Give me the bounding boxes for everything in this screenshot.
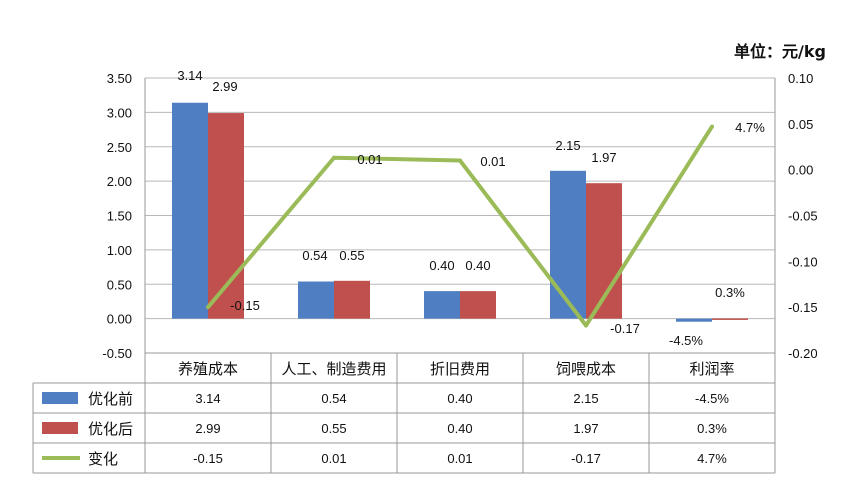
category-label: 饲喂成本 — [556, 360, 616, 378]
bar-data-label: 1.97 — [591, 150, 616, 165]
bar-data-label: 0.3% — [715, 285, 745, 300]
line-point — [206, 305, 210, 310]
legend-label: 优化前 — [88, 390, 133, 408]
gridlines — [145, 77, 775, 320]
bar — [460, 291, 496, 319]
bars — [172, 102, 748, 322]
left-tick-label: 1.00 — [107, 243, 132, 258]
line-data-label: 0.01 — [357, 152, 382, 167]
left-axis-ticks: -0.50 0.00 0.50 1.00 1.50 2.00 2.50 3.00 3.50 — [102, 71, 132, 361]
unit-label: 单位：元/kg — [734, 42, 826, 61]
line-data-label: -0.17 — [610, 321, 640, 336]
line-point — [458, 158, 462, 163]
category-label: 利润率 — [689, 360, 734, 378]
bar — [712, 318, 748, 320]
line-point — [584, 323, 588, 328]
table-cell: 0.55 — [321, 421, 346, 436]
right-tick-label: 0.05 — [788, 117, 813, 132]
line-data-label: -0.15 — [230, 298, 260, 313]
table-cell: 0.54 — [321, 391, 346, 406]
table-cell: 0.40 — [447, 391, 472, 406]
table-cell: -0.15 — [193, 451, 223, 466]
table-cell: -0.17 — [571, 451, 601, 466]
table-cell: 0.40 — [447, 421, 472, 436]
bar — [334, 280, 370, 319]
table-cell: 4.7% — [697, 451, 727, 466]
table-cell: -4.5% — [695, 391, 729, 406]
bar-data-label: 3.14 — [177, 68, 202, 83]
bar-data-label: 0.54 — [302, 248, 327, 263]
line-data-label: 0.01 — [480, 154, 505, 169]
left-tick-label: 3.50 — [107, 71, 132, 86]
left-tick-label: 2.00 — [107, 174, 132, 189]
line-point — [332, 155, 336, 160]
bar — [298, 281, 334, 319]
line-point — [710, 124, 714, 129]
category-label: 人工、制造费用 — [281, 360, 386, 378]
left-tick-label: 0.50 — [107, 277, 132, 292]
legend-swatch — [42, 392, 78, 404]
right-tick-label: -0.15 — [788, 300, 818, 315]
bar — [172, 102, 208, 319]
legend-label: 优化后 — [88, 420, 133, 438]
bar — [424, 291, 460, 319]
table-cell: 2.15 — [573, 391, 598, 406]
left-tick-label: 3.00 — [107, 105, 132, 120]
table-cell: 0.01 — [447, 451, 472, 466]
table-cell: 0.3% — [697, 421, 727, 436]
bar — [550, 170, 586, 319]
change-line — [206, 124, 714, 328]
table-cell: 3.14 — [195, 391, 220, 406]
legend-swatch — [42, 422, 78, 434]
left-tick-label: 0.00 — [107, 312, 132, 327]
category-label: 养殖成本 — [178, 360, 238, 378]
right-tick-label: -0.10 — [788, 254, 818, 269]
bar-data-label: 0.40 — [429, 258, 454, 273]
bar-data-label: -4.5% — [669, 333, 703, 348]
right-tick-label: -0.20 — [788, 346, 818, 361]
legend-label: 变化 — [88, 450, 118, 468]
bar-data-label: 0.55 — [339, 248, 364, 263]
left-tick-label: 1.50 — [107, 209, 132, 224]
bar-data-label: 0.40 — [465, 258, 490, 273]
bar — [676, 318, 712, 322]
table-cell: 2.99 — [195, 421, 220, 436]
data-labels: 3.14 0.54 0.40 2.15 -4.5% 2.99 0.55 0.40 1.97 0.3… — [177, 68, 765, 348]
line-data-label: 4.7% — [735, 120, 765, 135]
left-tick-label: 2.50 — [107, 140, 132, 155]
right-axis-ticks: -0.20 -0.15 -0.10 -0.05 0.00 0.05 0.10 — [788, 71, 818, 361]
bar-data-label: 2.15 — [555, 138, 580, 153]
right-tick-label: 0.10 — [788, 71, 813, 86]
table-cell: 0.01 — [321, 451, 346, 466]
left-tick-label: -0.50 — [102, 346, 132, 361]
bar-data-label: 2.99 — [212, 79, 237, 94]
right-tick-label: -0.05 — [788, 209, 818, 224]
category-label: 折旧费用 — [430, 360, 490, 378]
right-tick-label: 0.00 — [788, 163, 813, 178]
table-cell: 1.97 — [573, 421, 598, 436]
